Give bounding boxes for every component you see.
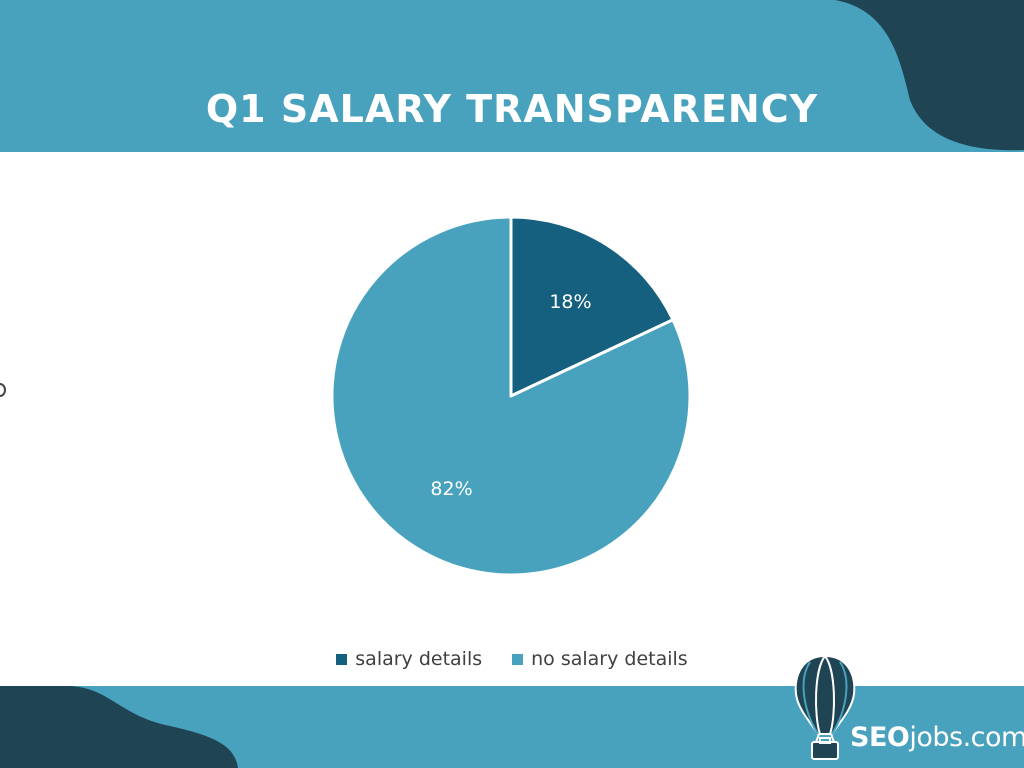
- legend-label-no-salary-details: no salary details: [531, 648, 688, 670]
- pie-slice-no-salary-details: [330, 215, 692, 577]
- chart-legend: salary details no salary details: [0, 648, 1024, 670]
- legend-label-salary-details: salary details: [355, 648, 483, 670]
- footer-corner-decoration: [0, 686, 238, 768]
- legend-item-no-salary-details: no salary details: [512, 648, 688, 670]
- logo-wordmark-bold: SEO: [850, 722, 910, 753]
- legend-item-salary-details: salary details: [336, 648, 482, 670]
- legend-swatch-salary-details: [336, 653, 348, 665]
- seojobs-logo: SEOjobs.com: [790, 650, 1024, 762]
- legend-swatch-no-salary-details: [512, 653, 524, 665]
- pie-slice-salary-details: [509, 215, 675, 398]
- hot-air-balloon-icon: [794, 654, 856, 760]
- edge-fragment: [0, 383, 6, 397]
- pie-data-label-no-salary-details: 82%: [430, 478, 472, 500]
- pie-chart: 18% 82%: [330, 215, 692, 577]
- page-title: Q1 SALARY TRANSPARENCY: [205, 87, 819, 131]
- pie-data-label-salary-details: 18%: [549, 291, 591, 313]
- logo-wordmark: SEOjobs.com: [850, 722, 1024, 753]
- header-corner-decoration: [835, 0, 1024, 151]
- header-banner: Q1 SALARY TRANSPARENCY: [0, 0, 1024, 152]
- logo-wordmark-rest: jobs.com: [909, 722, 1024, 753]
